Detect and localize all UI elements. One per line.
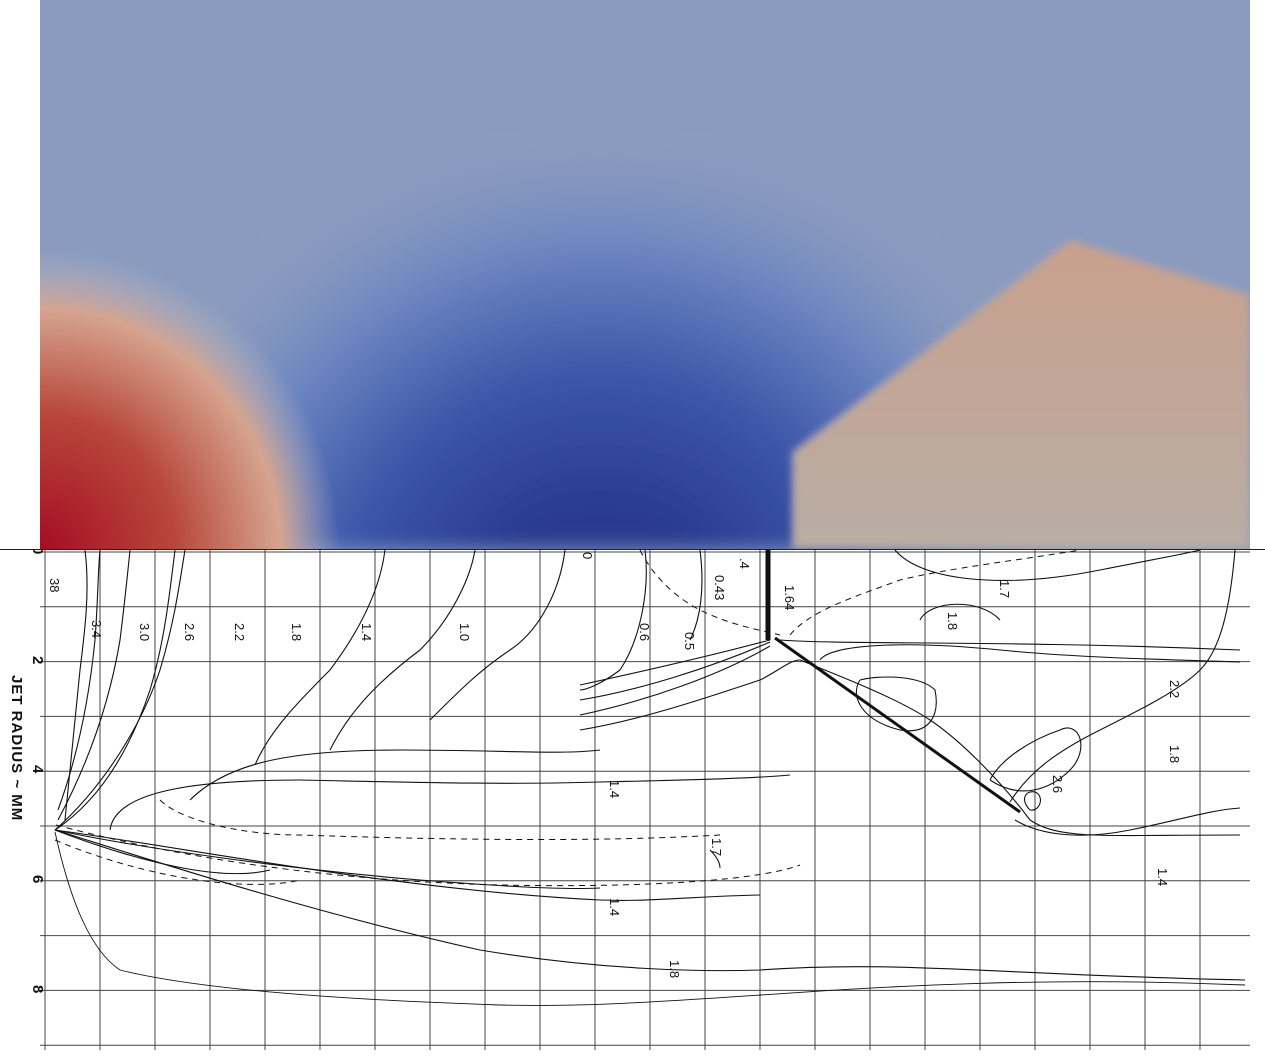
contour-label: 1.4 — [607, 898, 622, 916]
contour-label: 1.4 — [607, 780, 622, 798]
contour-label: 0.5 — [682, 632, 697, 650]
density-field-panel — [40, 0, 1250, 549]
y-tick-label: 8 — [29, 985, 46, 994]
density-field-image — [40, 0, 1250, 549]
contour-label: 0.43 — [712, 575, 727, 600]
contour-label: 1.4 — [359, 623, 374, 641]
contour-label: .4 — [737, 558, 752, 569]
contour-label: 1.8 — [289, 623, 304, 641]
contour-label: 0 — [580, 552, 595, 559]
contour-label: 1.7 — [709, 838, 724, 856]
dashed-contours — [54, 550, 1081, 887]
contour-label: 2.2 — [1167, 680, 1182, 698]
y-tick-label: 6 — [29, 875, 46, 884]
contour-label: 2.2 — [232, 623, 247, 641]
y-axis-label: JET RADIUS ~ MM — [8, 675, 25, 821]
y-axis-ticks: 0 2 4 6 8 — [29, 550, 46, 994]
contour-label: 3.4 — [89, 620, 104, 638]
contour-plot-panel: 38 3.4 3.0 2.6 2.2 1.8 1.4 1.0 0.6 0.5 0.43 1.64 .4 1… — [0, 550, 1265, 1058]
contour-label: 0.6 — [637, 623, 652, 641]
contour-label: 1.4 — [1155, 868, 1170, 886]
contour-label: 1.8 — [667, 960, 682, 978]
contour-lines — [54, 550, 1246, 1006]
contour-label: 2.6 — [182, 623, 197, 641]
contour-label: 2.6 — [1050, 775, 1065, 793]
contour-label: 1.0 — [457, 623, 472, 641]
contour-label: 1.64 — [782, 585, 797, 610]
y-tick-label: 0 — [29, 550, 46, 555]
contour-label: 38 — [47, 578, 62, 592]
y-tick-label: 4 — [29, 765, 46, 774]
contour-label: 3.0 — [137, 623, 152, 641]
y-tick-label: 2 — [29, 656, 46, 665]
contour-label: 1.8 — [1167, 745, 1182, 763]
contour-plot: 38 3.4 3.0 2.6 2.2 1.8 1.4 1.0 0.6 0.5 0.43 1.64 .4 1… — [8, 550, 1250, 1050]
panel-divider — [0, 549, 1265, 550]
contour-label: 1.7 — [997, 580, 1012, 598]
contour-labels: 38 3.4 3.0 2.6 2.2 1.8 1.4 1.0 0.6 0.5 0.43 1.64 .4 1… — [47, 552, 1182, 978]
contour-label: 1.8 — [945, 612, 960, 630]
